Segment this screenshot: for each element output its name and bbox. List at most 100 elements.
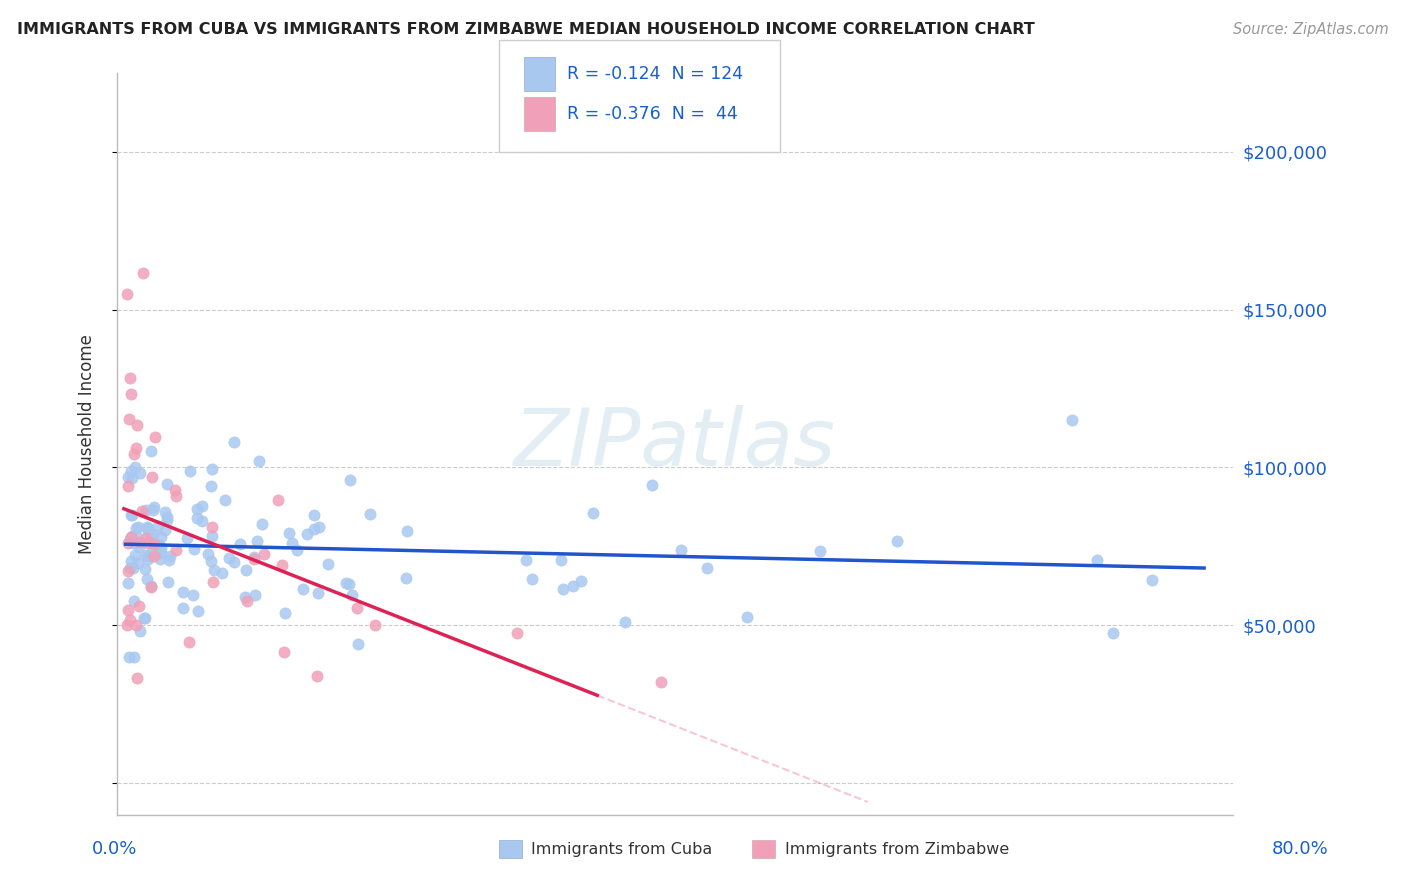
Point <box>246 534 269 549</box>
Point <box>124 548 146 562</box>
Point <box>143 537 166 551</box>
Point <box>562 578 585 592</box>
Point <box>148 537 170 551</box>
Point <box>121 508 143 523</box>
Text: Source: ZipAtlas.com: Source: ZipAtlas.com <box>1233 22 1389 37</box>
Point <box>120 532 142 546</box>
Point <box>120 508 142 523</box>
Point <box>136 521 159 535</box>
Point <box>120 554 142 568</box>
Point <box>120 387 142 401</box>
Point <box>136 536 159 550</box>
Point <box>142 526 165 541</box>
Point <box>122 561 145 575</box>
Point <box>224 555 246 569</box>
Point <box>1060 413 1083 427</box>
Point <box>335 575 357 590</box>
Point <box>141 470 163 484</box>
Point <box>117 535 139 549</box>
Point <box>129 624 152 638</box>
Point <box>222 434 245 449</box>
Point <box>200 479 222 493</box>
Point <box>125 442 148 456</box>
Point <box>364 618 387 632</box>
Text: Immigrants from Zimbabwe: Immigrants from Zimbabwe <box>785 842 1008 856</box>
Point <box>551 582 574 596</box>
Point <box>118 371 141 385</box>
Point <box>117 603 139 617</box>
Point <box>396 524 419 538</box>
Point <box>308 520 330 534</box>
Point <box>201 529 224 543</box>
Point <box>134 561 156 575</box>
Point <box>156 476 179 491</box>
Point <box>176 531 198 545</box>
Point <box>117 469 139 483</box>
Point <box>125 521 148 535</box>
Point <box>153 505 176 519</box>
Point <box>127 671 149 685</box>
Point <box>149 551 172 566</box>
Point <box>505 626 527 640</box>
Point <box>120 530 142 544</box>
Point <box>236 594 259 608</box>
Point <box>243 551 266 566</box>
Point <box>128 599 150 613</box>
Point <box>292 582 315 596</box>
Point <box>142 549 165 563</box>
Point <box>127 556 149 570</box>
Text: 0.0%: 0.0% <box>91 840 136 858</box>
Point <box>122 535 145 549</box>
Point <box>253 547 276 561</box>
Point <box>302 522 325 536</box>
Point <box>235 563 257 577</box>
Point <box>143 430 166 444</box>
Point <box>346 636 368 650</box>
Point <box>201 574 224 589</box>
Point <box>128 535 150 549</box>
Point <box>156 510 179 524</box>
Point <box>278 526 301 541</box>
Point <box>340 588 363 602</box>
Point <box>118 649 141 664</box>
Point <box>118 412 141 426</box>
Text: 80.0%: 80.0% <box>1272 840 1329 858</box>
Point <box>569 574 592 588</box>
Point <box>143 500 166 515</box>
Point <box>117 479 139 493</box>
Point <box>141 579 163 593</box>
Point <box>122 447 145 461</box>
Point <box>273 645 295 659</box>
Point <box>136 572 159 586</box>
Point <box>735 610 758 624</box>
Point <box>135 520 157 534</box>
Point <box>141 530 163 544</box>
Point <box>135 531 157 545</box>
Point <box>142 536 165 550</box>
Point <box>124 594 146 608</box>
Point <box>163 483 186 497</box>
Point <box>165 489 187 503</box>
Point <box>155 513 177 527</box>
Point <box>201 462 224 476</box>
Point <box>243 588 266 602</box>
Point <box>134 611 156 625</box>
Point <box>159 549 181 564</box>
Point <box>295 527 318 541</box>
Point <box>128 540 150 554</box>
Point <box>124 459 146 474</box>
Point <box>179 635 201 649</box>
Point <box>346 600 368 615</box>
Point <box>640 477 662 491</box>
Point <box>183 541 205 556</box>
Point <box>696 560 718 574</box>
Point <box>202 563 225 577</box>
Point <box>118 561 141 575</box>
Point <box>191 499 214 513</box>
Point <box>250 516 273 531</box>
Point <box>233 590 256 604</box>
Point <box>271 558 294 572</box>
Point <box>157 575 180 590</box>
Point <box>139 548 162 562</box>
Point <box>172 601 194 615</box>
